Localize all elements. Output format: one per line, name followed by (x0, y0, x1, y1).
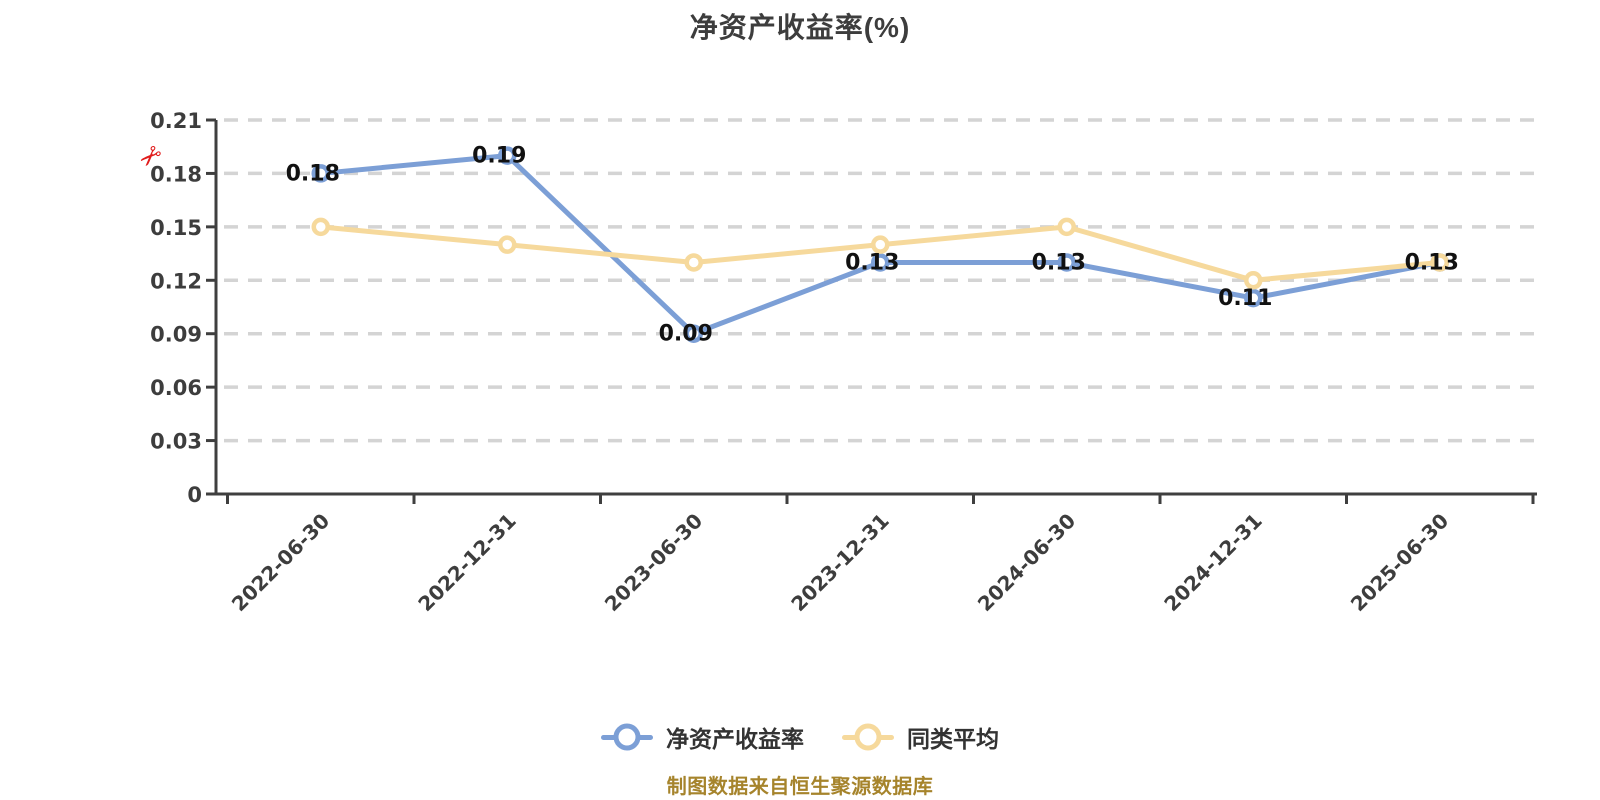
legend-circle-marker (613, 723, 641, 751)
y-axis-tick-label: 0.18 (150, 162, 202, 186)
chart-title: 净资产收益率(%) (689, 12, 911, 43)
x-axis-label: 2023-06-30 (600, 509, 707, 616)
legend-label: 净资产收益率 (666, 726, 804, 752)
data-point-roe (1244, 288, 1263, 308)
y-axis-tick-label: 0.06 (150, 376, 202, 400)
legend-line-marker (842, 723, 894, 751)
data-point-peer-avg (311, 217, 330, 237)
point-label-roe: 0.09 (659, 322, 713, 347)
y-axis-tick-label: 0.12 (150, 269, 202, 293)
x-axis-label: 2023-12-31 (786, 509, 893, 616)
data-point-roe (684, 324, 703, 343)
y-axis-tick-label: 0.15 (150, 216, 202, 240)
data-point-peer-avg (1430, 253, 1449, 272)
data-point-roe (871, 253, 890, 272)
data-point-peer-avg (684, 253, 703, 272)
data-point-roe (498, 146, 517, 165)
data-point-peer-avg (871, 235, 890, 254)
legend-label: 同类平均 (907, 726, 999, 752)
y-axis-tick-label: 0.21 (150, 109, 202, 133)
data-point-peer-avg (498, 235, 517, 254)
y-axis-tick-label: 0.09 (150, 323, 202, 347)
point-label-roe: 0.13 (1032, 250, 1086, 275)
x-axis-label: 2025-06-30 (1346, 509, 1453, 616)
data-source-footer: 制图数据来自恒生聚源数据库 (666, 776, 934, 798)
legend-line-marker (601, 723, 653, 751)
x-axis-label: 2022-06-30 (227, 509, 334, 616)
data-point-roe (1057, 253, 1076, 272)
y-axis-tick-label: 0.03 (150, 430, 202, 454)
x-axis-label: 2024-12-31 (1159, 509, 1266, 616)
point-label-roe: 0.13 (845, 250, 899, 275)
point-label-roe: 0.19 (472, 144, 526, 169)
data-point-peer-avg (1057, 217, 1076, 237)
data-point-roe (311, 164, 330, 183)
legend-circle-marker (854, 723, 882, 751)
point-label-roe: 0.11 (1218, 286, 1272, 311)
legend-item-peer-avg[interactable]: 同类平均 (842, 720, 999, 754)
chart-legend: 净资产收益率 同类平均 (0, 714, 1600, 760)
point-label-roe: 0.18 (286, 161, 340, 186)
x-axis-label: 2022-12-31 (413, 509, 520, 616)
point-label-roe: 0.13 (1405, 250, 1459, 275)
x-axis-label: 2024-06-30 (973, 509, 1080, 616)
data-point-peer-avg (1244, 271, 1263, 290)
legend-item-roe[interactable]: 净资产收益率 (601, 720, 804, 754)
y-axis-tick-label: 0 (187, 483, 202, 507)
